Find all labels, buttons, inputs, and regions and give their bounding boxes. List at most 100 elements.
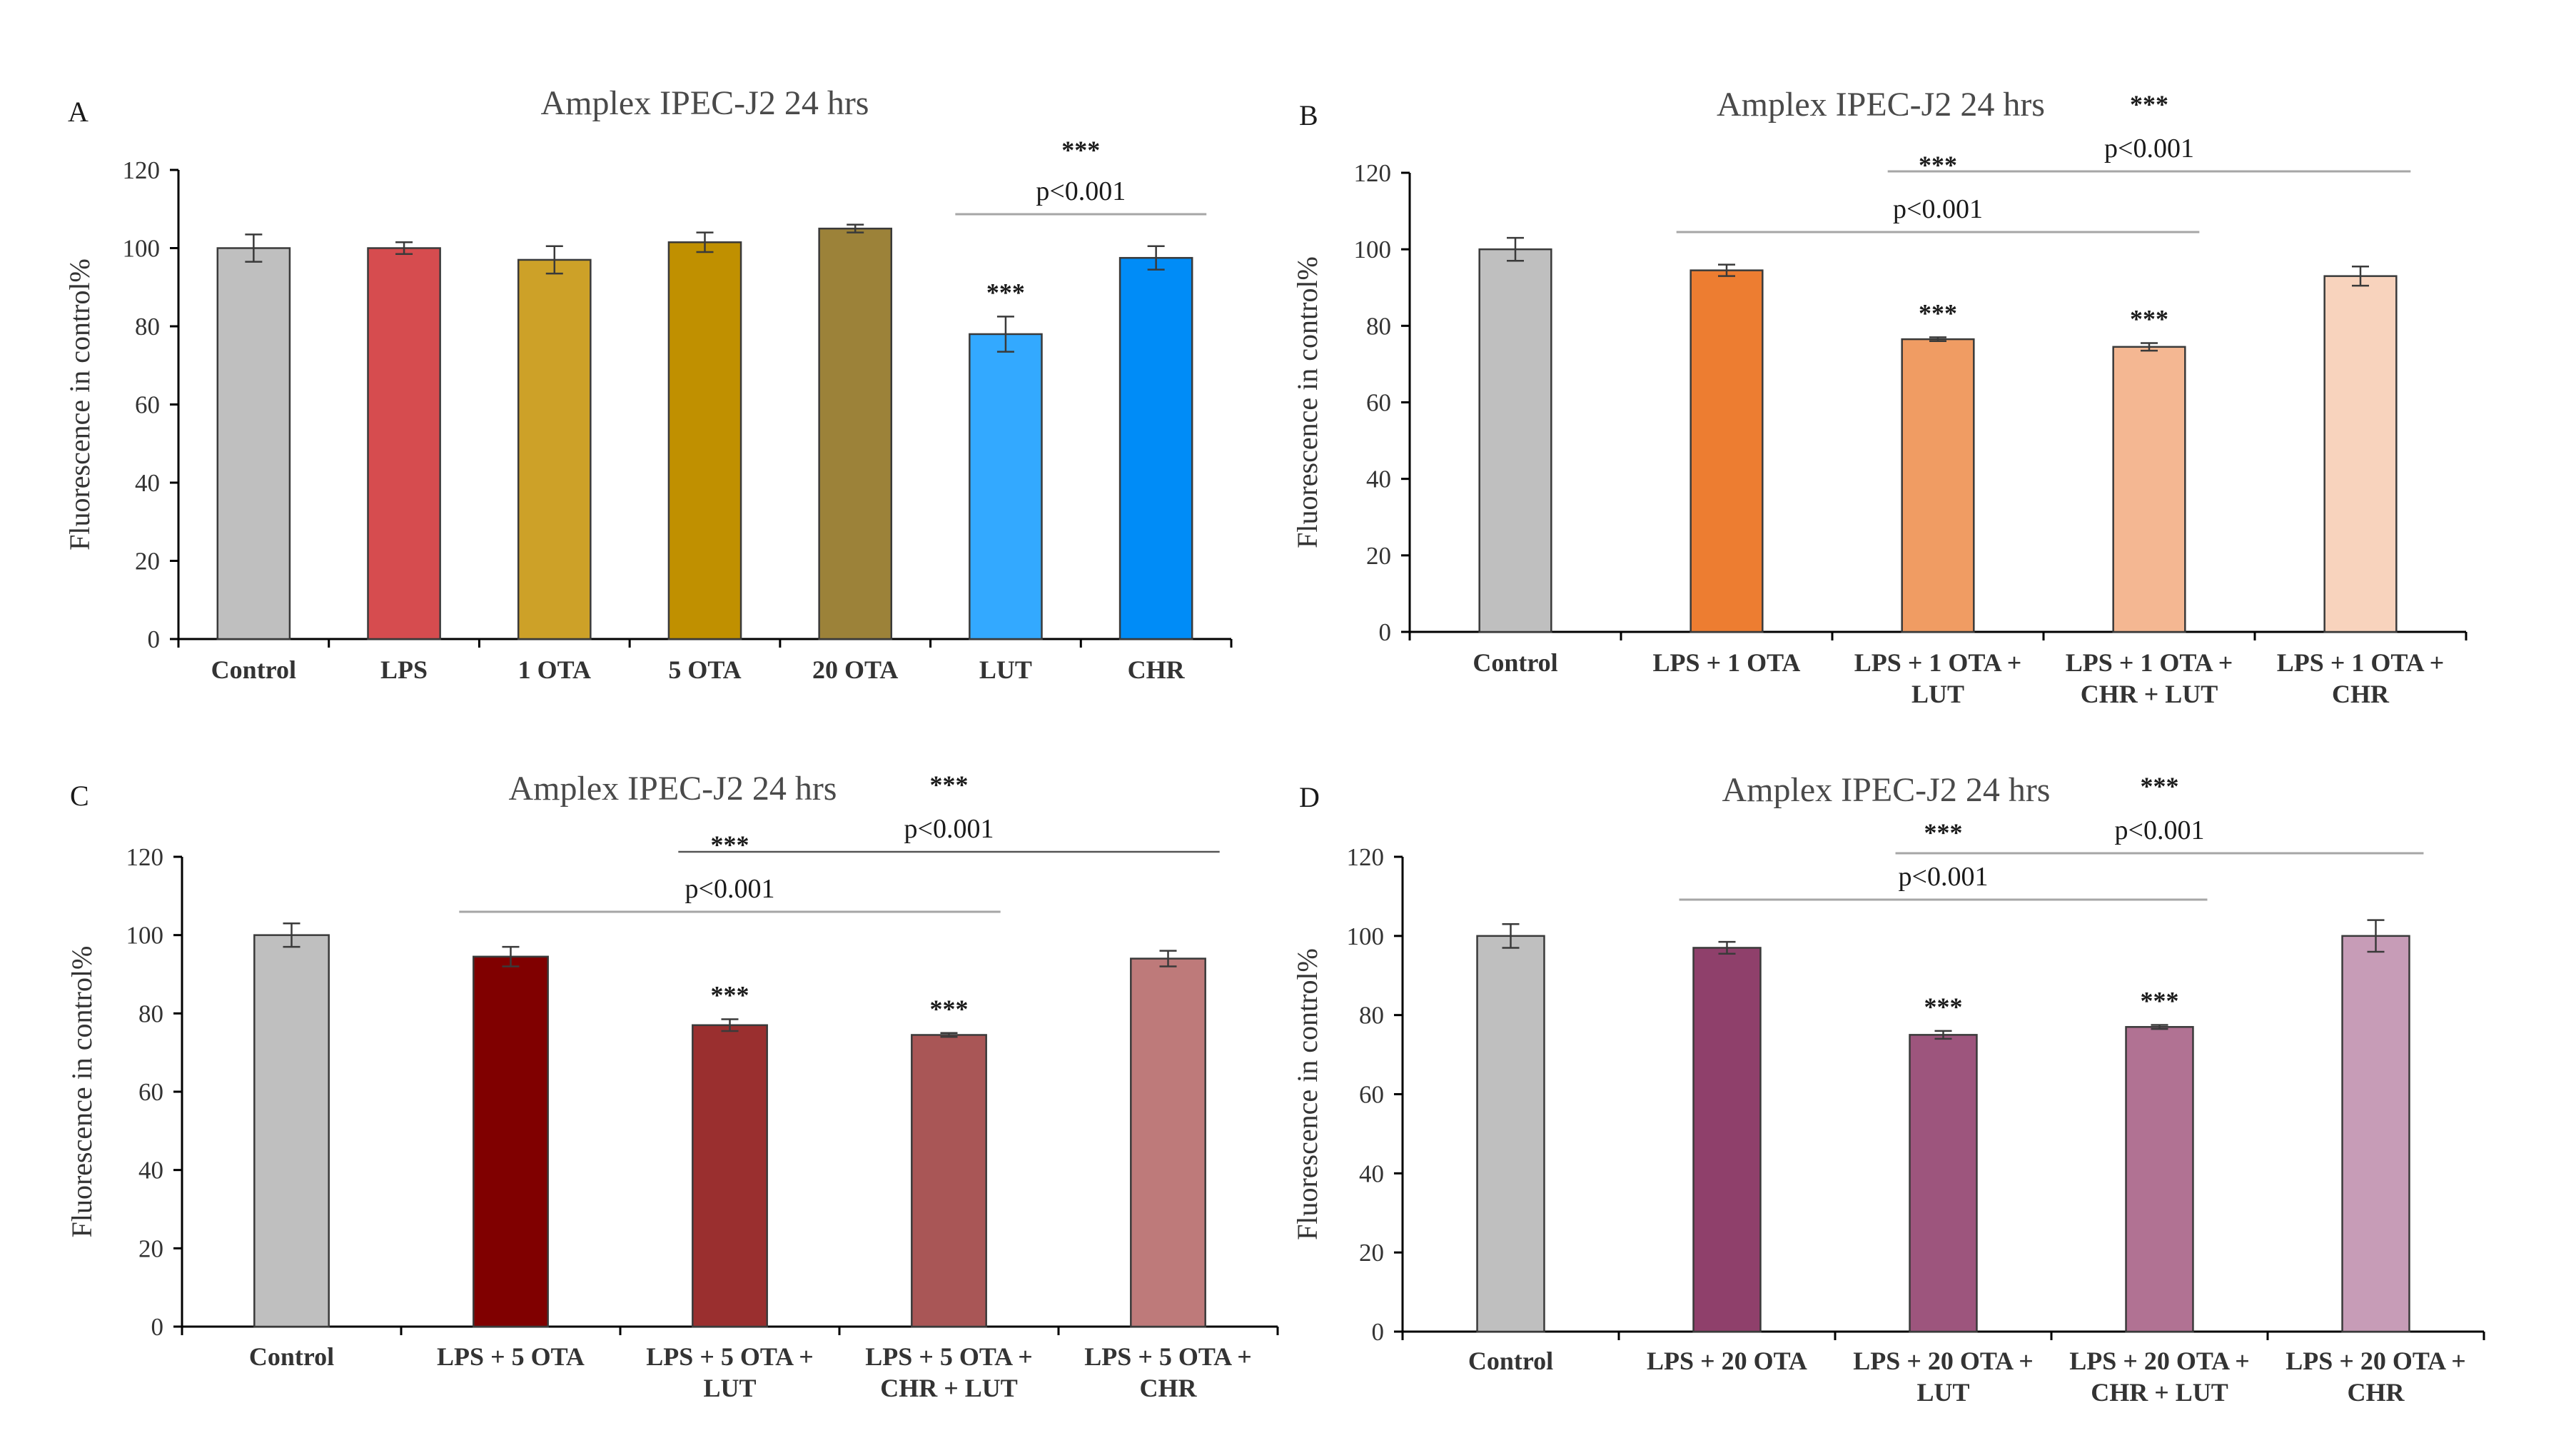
bar bbox=[692, 1024, 768, 1328]
y-tick-label: 20 bbox=[138, 1235, 163, 1262]
significance-stars: *** bbox=[986, 278, 1025, 306]
y-tick-label: 120 bbox=[1354, 159, 1392, 187]
y-tick-label: 60 bbox=[1359, 1081, 1384, 1109]
p-value-label: p<0.001 bbox=[2115, 815, 2205, 845]
bar bbox=[253, 934, 330, 1328]
chart-title: Amplex IPEC-J2 24 hrs bbox=[509, 770, 837, 808]
x-tick-label: LPS + 5 OTA + bbox=[865, 1342, 1032, 1371]
x-tick-label: LPS + 20 OTA + bbox=[1853, 1347, 2033, 1375]
y-tick-label: 120 bbox=[126, 843, 164, 871]
y-tick-label: 80 bbox=[1359, 1002, 1384, 1030]
significance-stars: *** bbox=[930, 995, 969, 1023]
bar bbox=[2323, 275, 2398, 633]
x-tick-label: Control bbox=[1468, 1347, 1553, 1375]
bar bbox=[517, 258, 592, 640]
significance-stars: *** bbox=[1924, 992, 1963, 1021]
x-tick-label: CHR + LUT bbox=[2091, 1378, 2228, 1407]
y-tick-label: 40 bbox=[135, 469, 160, 497]
bar bbox=[1476, 935, 1545, 1333]
y-tick-label: 80 bbox=[1366, 312, 1391, 340]
y-tick-label: 60 bbox=[135, 391, 160, 419]
y-tick-label: 40 bbox=[1366, 466, 1391, 493]
x-tick-label: LPS + 20 OTA + bbox=[2069, 1347, 2249, 1375]
x-tick-label: LUT bbox=[703, 1374, 756, 1402]
y-tick-label: 0 bbox=[1372, 1318, 1385, 1346]
y-tick-label: 80 bbox=[135, 313, 160, 341]
panel-letter: C bbox=[70, 780, 89, 812]
bar bbox=[1689, 269, 1764, 633]
p-value-label: p<0.001 bbox=[1036, 176, 1126, 206]
chart-panel-c: C Amplex IPEC-J2 24 hrs Fluorescence in co… bbox=[66, 770, 1279, 1402]
chart-panel-d: D Amplex IPEC-J2 24 hrs Fluorescence in co… bbox=[1291, 771, 2485, 1407]
x-tick-label: LPS + 5 OTA + bbox=[646, 1342, 813, 1371]
significance-stars: *** bbox=[2130, 90, 2168, 119]
p-value-label: p<0.001 bbox=[904, 814, 994, 844]
bar bbox=[367, 247, 441, 640]
x-tick-label: 5 OTA bbox=[668, 655, 741, 684]
bar bbox=[1901, 338, 1975, 633]
bar bbox=[1909, 1034, 1978, 1333]
y-tick-label: 80 bbox=[138, 1000, 163, 1027]
y-tick-label: 60 bbox=[1366, 389, 1391, 417]
bar bbox=[216, 247, 291, 640]
bar bbox=[667, 241, 742, 640]
x-tick-label: LPS + 1 OTA + bbox=[2066, 648, 2233, 677]
y-axis-label: Fluorescence in control% bbox=[1291, 256, 1323, 548]
x-tick-label: LPS + 20 OTA bbox=[1647, 1347, 1807, 1375]
y-tick-label: 0 bbox=[1379, 618, 1392, 646]
y-tick-label: 60 bbox=[138, 1078, 163, 1106]
x-tick-label: 1 OTA bbox=[518, 655, 591, 684]
y-axis-label: Fluorescence in control% bbox=[66, 946, 98, 1238]
x-tick-label: LPS + 1 OTA + bbox=[1854, 648, 2021, 677]
y-tick-label: 20 bbox=[1366, 542, 1391, 570]
chart-panel-a: A Amplex IPEC-J2 24 hrs Fluorescence in co… bbox=[64, 84, 1233, 684]
chart-title: Amplex IPEC-J2 24 hrs bbox=[1722, 771, 2051, 809]
x-tick-label: Control bbox=[211, 655, 296, 684]
y-tick-label: 0 bbox=[151, 1313, 164, 1341]
y-tick-label: 100 bbox=[1354, 236, 1392, 263]
chart-panel-b: B Amplex IPEC-J2 24 hrs Fluorescence in co… bbox=[1291, 86, 2468, 708]
x-tick-label: CHR + LUT bbox=[880, 1374, 1018, 1402]
y-tick-label: 0 bbox=[148, 625, 161, 653]
y-tick-label: 20 bbox=[1359, 1239, 1384, 1267]
y-tick-label: 40 bbox=[1359, 1160, 1384, 1187]
bar bbox=[969, 333, 1043, 640]
significance-stars: *** bbox=[711, 830, 749, 859]
significance-stars: *** bbox=[711, 981, 749, 1010]
x-tick-label: CHR + LUT bbox=[2081, 680, 2218, 708]
significance-stars: *** bbox=[930, 770, 969, 799]
x-tick-label: 20 OTA bbox=[812, 655, 898, 684]
panel-letter: B bbox=[1299, 99, 1318, 131]
x-tick-label: LPS + 1 OTA bbox=[1653, 648, 1801, 677]
y-tick-label: 40 bbox=[138, 1157, 163, 1185]
panel-letter: D bbox=[1299, 781, 1320, 813]
significance-stars: *** bbox=[1919, 298, 1957, 327]
y-tick-label: 100 bbox=[126, 922, 164, 950]
x-tick-label: LUT bbox=[1916, 1378, 1969, 1407]
bar bbox=[2112, 346, 2186, 633]
y-axis-label: Fluorescence in control% bbox=[64, 258, 96, 550]
bar bbox=[818, 227, 893, 640]
chart-title: Amplex IPEC-J2 24 hrs bbox=[541, 84, 869, 122]
y-axis-label: Fluorescence in control% bbox=[1291, 948, 1323, 1240]
significance-stars: *** bbox=[2141, 987, 2179, 1015]
bar bbox=[2341, 935, 2410, 1333]
y-tick-label: 100 bbox=[1347, 922, 1385, 950]
p-value-label: p<0.001 bbox=[1893, 194, 1983, 224]
p-value-label: p<0.001 bbox=[1899, 862, 1989, 892]
x-tick-label: LPS + 1 OTA + bbox=[2277, 648, 2444, 677]
x-tick-label: CHR bbox=[2332, 680, 2390, 708]
x-tick-label: LPS + 5 OTA + bbox=[1084, 1342, 1251, 1371]
x-tick-label: CHR bbox=[2348, 1378, 2405, 1407]
bar bbox=[2125, 1026, 2194, 1333]
bar bbox=[1692, 947, 1762, 1333]
bar bbox=[1130, 957, 1206, 1328]
x-tick-label: LPS + 5 OTA bbox=[437, 1342, 585, 1371]
x-tick-label: CHR bbox=[1140, 1374, 1198, 1402]
y-tick-label: 120 bbox=[123, 156, 161, 184]
x-tick-label: LPS + 20 OTA + bbox=[2285, 1347, 2465, 1375]
chart-panels: A Amplex IPEC-J2 24 hrs Fluorescence in co… bbox=[64, 84, 2485, 1407]
p-value-label: p<0.001 bbox=[685, 874, 775, 904]
y-tick-label: 20 bbox=[135, 548, 160, 575]
